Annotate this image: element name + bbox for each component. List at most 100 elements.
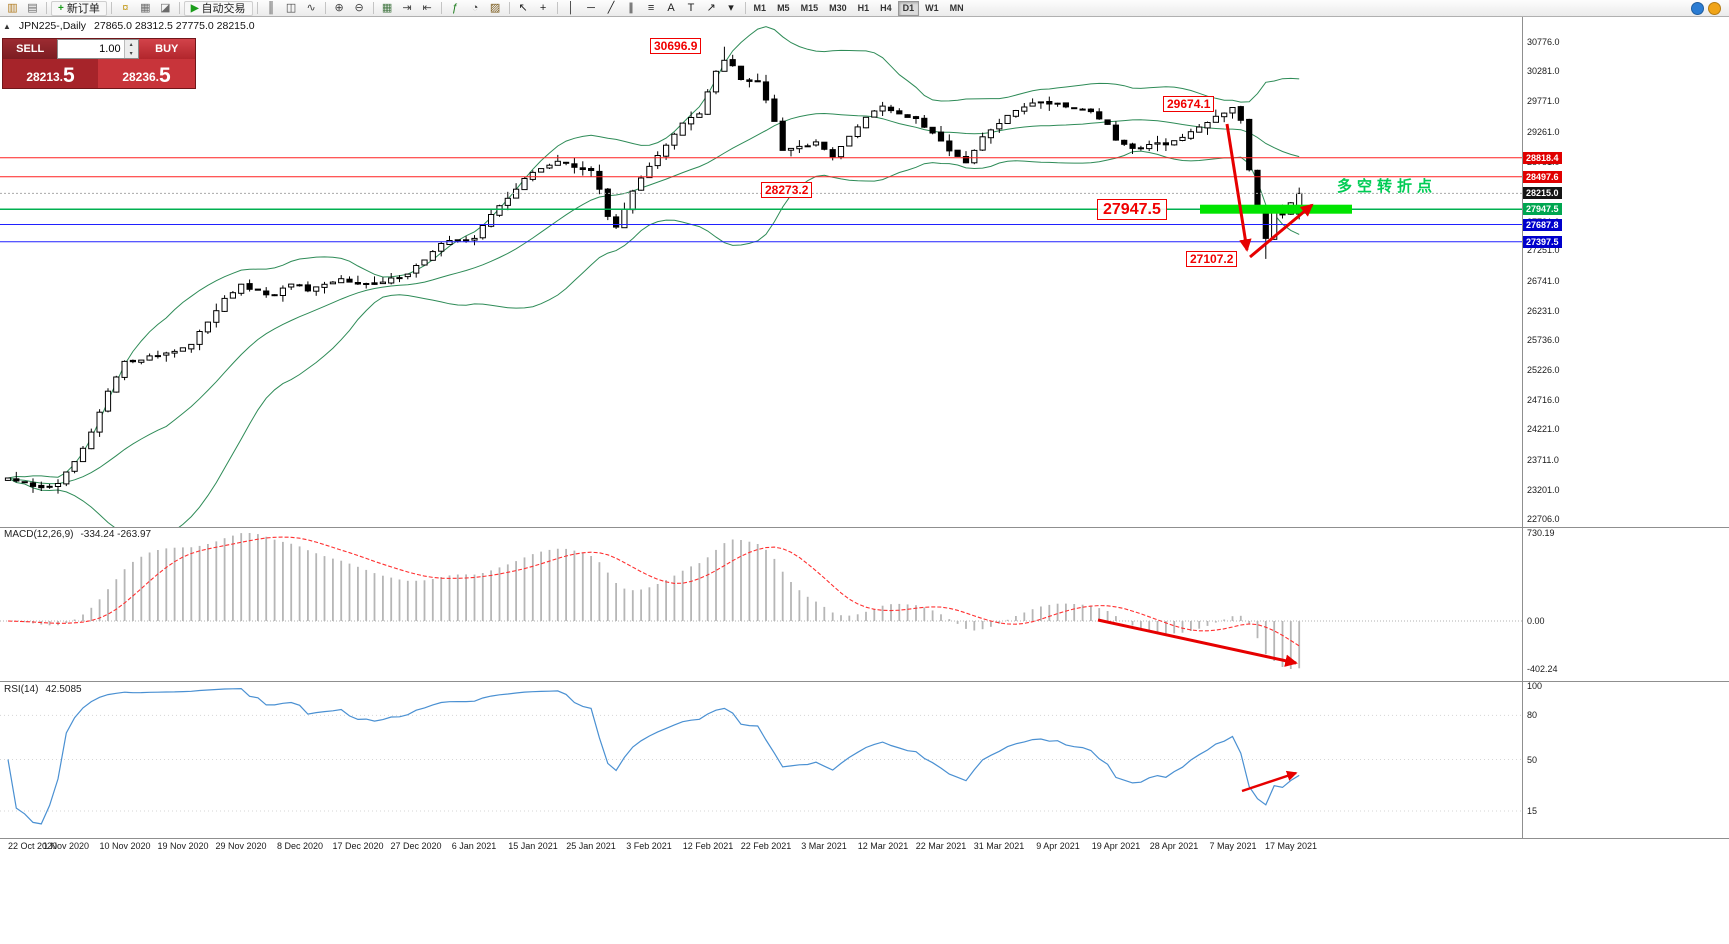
timeframe-D1[interactable]: D1 (897, 0, 920, 16)
new-chart-icon[interactable]: ▥ (7, 1, 18, 14)
horizontal-line-icon[interactable]: ─ (587, 1, 595, 14)
panel-separator[interactable] (0, 681, 1729, 682)
trend-arrow (1241, 770, 1298, 793)
date-label: 22 Feb 2021 (740, 841, 792, 851)
volume-field[interactable]: 1.00 ▴ ▾ (57, 39, 139, 59)
price-tick: 25736.0 (1527, 335, 1560, 345)
buy-price[interactable]: 28236. 5 (98, 59, 195, 88)
candlestick-chart-icon[interactable]: ◫ (285, 1, 297, 14)
date-label: 10 Nov 2020 (99, 841, 151, 851)
trendline-icon[interactable]: ╱ (607, 1, 615, 14)
buy-price-big-digit: 5 (159, 64, 171, 87)
price-axis-line (1522, 17, 1523, 838)
timeframe-H1[interactable]: H1 (857, 3, 870, 13)
zoom-in-icon[interactable]: ⊕ (334, 1, 344, 14)
text-icon[interactable]: A (667, 1, 675, 14)
timeframe-M30[interactable]: M30 (829, 3, 847, 13)
one-click-trading-panel: SELL 1.00 ▴ ▾ BUY 28213. 5 28236. 5 (2, 38, 196, 89)
volume-spinner: ▴ ▾ (123, 40, 138, 58)
one-click-toggle-icon[interactable]: ▲ (3, 21, 11, 31)
text-label-icon[interactable]: T (687, 1, 695, 14)
new-order-button-label: 新订单 (66, 3, 100, 15)
date-label: 12 Feb 2021 (682, 841, 734, 851)
indicators-icon[interactable]: ƒ (451, 1, 459, 14)
trend-arrow (1097, 618, 1298, 667)
navigator-icon[interactable]: ◪ (160, 1, 171, 14)
bar-chart-icon[interactable]: ║ (267, 1, 275, 14)
channel-icon[interactable]: ∥ (628, 1, 634, 14)
toolbar-separator (46, 2, 47, 14)
market-watch-icon[interactable]: ¤ (122, 1, 129, 14)
timeframe-H4[interactable]: H4 (880, 3, 892, 13)
periods-icon[interactable]: ◔ (471, 1, 479, 14)
timeframe-MN[interactable]: MN (949, 3, 964, 13)
buy-button[interactable]: BUY (138, 39, 195, 59)
macd-tick: 0.00 (1527, 616, 1545, 626)
volume-value[interactable]: 1.00 (99, 43, 121, 55)
toolbar-separator (178, 2, 180, 14)
price-tick: 22706.0 (1527, 514, 1560, 524)
profiles-icon[interactable]: ▤ (27, 1, 38, 14)
date-label: 22 Mar 2021 (915, 841, 967, 851)
price-annotation[interactable]: 28273.2 (761, 182, 813, 198)
sell-price-main: 28213. (26, 70, 64, 84)
main-chart-panel (4, 26, 1303, 527)
vertical-line-icon[interactable]: │ (567, 1, 575, 14)
support-zone-highlight (1200, 204, 1352, 214)
timeframe-W1[interactable]: W1 (925, 3, 939, 13)
timeframe-M15[interactable]: M15 (800, 3, 819, 13)
community-icon[interactable] (1691, 1, 1704, 15)
chart-shift-icon[interactable]: ⇤ (422, 1, 432, 14)
sell-button[interactable]: SELL (3, 39, 58, 59)
price-annotation[interactable]: 27107.2 (1186, 251, 1238, 267)
sell-price-big-digit: 5 (63, 64, 75, 87)
date-label: 28 Apr 2021 (1149, 841, 1199, 851)
price-annotation[interactable]: 30696.9 (650, 38, 702, 54)
notifications-icon[interactable] (1708, 1, 1721, 15)
macd-panel (0, 533, 1522, 669)
chart-header: ▲ JPN225-,Daily 27865.0 28312.5 27775.0 … (3, 20, 255, 32)
date-label: 12 Mar 2021 (857, 841, 909, 851)
trend-note-text[interactable]: 多空转折点 (1337, 178, 1438, 195)
fibonacci-icon[interactable]: ≡ (647, 1, 655, 14)
volume-down-button[interactable]: ▾ (124, 49, 138, 58)
templates-icon[interactable]: ▨ (489, 1, 501, 14)
date-label: 6 Jan 2021 (451, 841, 497, 851)
new-order-button[interactable]: + 新订单 (51, 0, 107, 16)
line-chart-icon[interactable]: ∿ (306, 1, 316, 14)
macd-signal-line (7, 536, 1300, 647)
price-annotation[interactable]: 29674.1 (1163, 96, 1215, 112)
panel-separator[interactable] (0, 527, 1729, 528)
rsi-panel (0, 687, 1522, 825)
price-tick: 24221.0 (1527, 424, 1560, 434)
date-label: 15 Jan 2021 (508, 841, 558, 851)
timeframe-M5[interactable]: M5 (777, 3, 790, 13)
price-tick: 23711.0 (1527, 455, 1559, 465)
price-tick: 25226.0 (1527, 365, 1560, 375)
date-label: 31 Mar 2021 (973, 841, 1025, 851)
price-tick: 23201.0 (1527, 485, 1560, 495)
tile-windows-icon[interactable]: ▦ (381, 1, 393, 14)
toolbar: ▥ ▤ + 新订单 ¤ ▦ ◪ ▶ 自动交易 ║ ◫ ∿ ⊕ ⊖ ▦ ⇥ ⇤ ƒ ◔ ▨ ↖ + │ ─ ╱ ∥ ≡ A T ↗ ▾ M1 M… (0, 0, 1729, 17)
autotrading-button[interactable]: ▶ 自动交易 (183, 0, 253, 16)
date-label: 9 Apr 2021 (1036, 841, 1080, 851)
tools-dropdown-icon[interactable]: ▾ (728, 1, 734, 14)
data-window-icon[interactable]: ▦ (140, 1, 151, 14)
crosshair-icon[interactable]: + (539, 1, 547, 14)
bollinger-middle-band (7, 112, 1300, 485)
toolbar-separator (440, 2, 442, 14)
cursor-icon[interactable]: ↖ (518, 1, 528, 14)
price-annotation[interactable]: 27947.5 (1097, 199, 1167, 220)
panel-separator[interactable] (0, 838, 1729, 839)
arrows-tool-icon[interactable]: ↗ (706, 1, 716, 14)
sell-price[interactable]: 28213. 5 (3, 59, 99, 88)
zoom-out-icon[interactable]: ⊖ (354, 1, 364, 14)
timeframe-M1[interactable]: M1 (753, 3, 767, 13)
toolbar-icon-group: ▥ ▤ + 新订单 ¤ ▦ ◪ ▶ 自动交易 ║ ◫ ∿ ⊕ ⊖ ▦ ⇥ ⇤ ƒ ◔ ▨ ↖ + │ ─ ╱ ∥ ≡ A T ↗ ▾ (3, 0, 749, 16)
auto-scroll-icon[interactable]: ⇥ (402, 1, 412, 14)
macd-values: -334.24 -263.97 (80, 529, 152, 540)
date-label: 3 Mar 2021 (801, 841, 847, 851)
volume-up-button[interactable]: ▴ (124, 40, 138, 49)
